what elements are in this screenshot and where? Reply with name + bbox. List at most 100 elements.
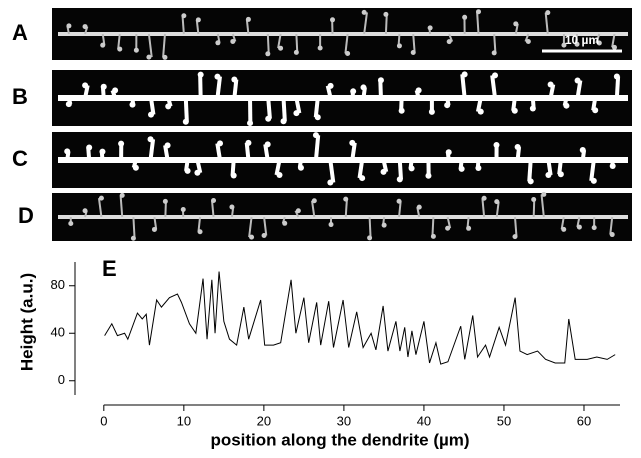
spine-head: [328, 222, 334, 228]
spine: [311, 200, 316, 218]
spine-head: [66, 23, 72, 29]
spine-head: [151, 226, 157, 232]
spine-head: [265, 51, 271, 57]
spine-head: [217, 140, 224, 147]
spine-head: [574, 41, 580, 47]
spine-head: [576, 224, 582, 230]
spine-head: [327, 82, 334, 89]
spine: [350, 142, 357, 161]
spine: [153, 216, 158, 230]
spine: [589, 159, 596, 182]
spine: [313, 134, 321, 161]
spine: [263, 216, 268, 236]
spine-head: [130, 235, 136, 241]
spine-head: [561, 42, 567, 48]
x-tick-label: 50: [497, 413, 511, 428]
spine-head: [215, 40, 221, 46]
spine: [148, 138, 156, 161]
spine: [560, 216, 565, 230]
spine: [397, 159, 404, 180]
spine: [481, 198, 486, 218]
spine: [614, 76, 621, 99]
spine: [277, 33, 282, 49]
spine-head: [100, 83, 107, 90]
spine: [181, 15, 185, 35]
spine: [595, 33, 601, 44]
spine-head: [396, 198, 402, 204]
x-tick-label: 60: [577, 413, 591, 428]
spine-head: [361, 9, 367, 15]
image-panels: A B C D: [12, 8, 632, 241]
spine: [490, 75, 498, 99]
spine: [495, 201, 500, 218]
spine-head: [514, 143, 521, 150]
spine-head: [165, 103, 172, 110]
spine: [384, 14, 388, 35]
data-line: [104, 271, 616, 365]
spine: [546, 159, 553, 176]
spine-head: [330, 17, 336, 23]
spine: [244, 142, 251, 161]
spine: [162, 33, 166, 58]
spine-head: [164, 142, 171, 149]
spine-head: [428, 108, 435, 115]
spine-head: [446, 39, 452, 45]
spine-head: [261, 233, 267, 239]
spine-head: [445, 225, 451, 231]
spine-head: [98, 195, 104, 201]
spine-head: [197, 229, 203, 235]
spine-head: [211, 198, 217, 204]
spine-head: [311, 198, 317, 204]
spine-head: [444, 102, 451, 109]
spine-head: [350, 88, 357, 95]
spine-head: [563, 102, 570, 109]
spine: [611, 33, 616, 48]
spine-head: [511, 107, 518, 114]
y-tick-label: 40: [51, 325, 65, 340]
spine-head: [545, 172, 552, 179]
spine-head: [416, 204, 422, 210]
spine-head: [377, 77, 384, 84]
spine: [524, 33, 530, 42]
spine: [294, 97, 302, 114]
panel-letter: D: [18, 203, 34, 228]
spine-head: [245, 139, 252, 146]
spine-head: [415, 87, 422, 94]
spine: [527, 159, 533, 182]
spine: [232, 79, 239, 99]
spine: [476, 11, 480, 35]
spine-head: [293, 49, 299, 55]
spine-head: [118, 140, 125, 147]
spine-head: [430, 233, 436, 239]
spine-head: [327, 179, 334, 186]
spine-head: [100, 42, 106, 48]
spine: [215, 143, 222, 161]
spine-head: [82, 208, 88, 214]
spine-head: [117, 46, 123, 52]
spine-head: [181, 13, 187, 19]
spine-head: [280, 118, 287, 125]
spine-head: [477, 108, 484, 115]
spine-head: [65, 101, 72, 108]
x-tick-label: 10: [177, 413, 191, 428]
spine: [281, 97, 287, 122]
spine-head: [529, 105, 536, 112]
spine-head: [295, 208, 301, 214]
spine: [263, 144, 270, 161]
spine-head: [245, 16, 251, 22]
panel-letter: E: [102, 256, 117, 281]
spine: [544, 12, 549, 35]
spine: [248, 216, 253, 238]
spine: [548, 84, 556, 99]
spine-head: [184, 167, 191, 174]
spine-head: [579, 147, 586, 154]
spine-head: [461, 71, 468, 78]
spine-head: [591, 225, 597, 231]
spine-head: [410, 49, 416, 55]
spine: [117, 33, 121, 50]
spine-head: [381, 222, 387, 228]
spine-head: [146, 54, 152, 60]
spine-head: [82, 82, 89, 89]
spine-head: [264, 141, 271, 148]
spine-head: [592, 107, 599, 114]
